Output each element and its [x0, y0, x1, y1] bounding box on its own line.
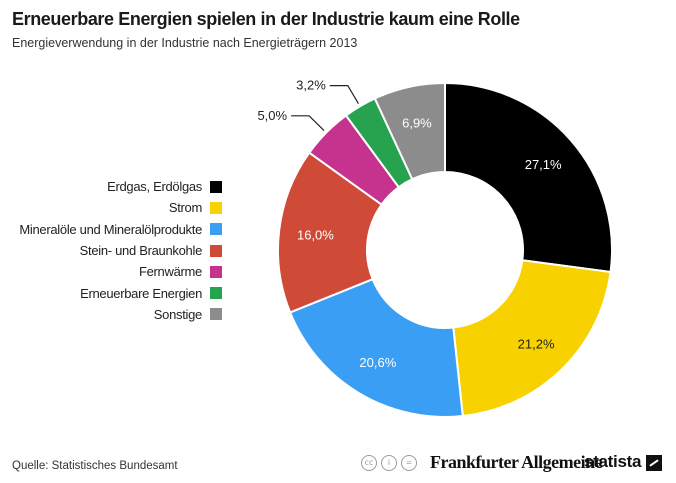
license-icons: cc i = — [361, 455, 417, 471]
statista-logo: statista — [584, 452, 642, 471]
leader-line — [291, 115, 325, 131]
legend-label: Strom — [168, 200, 202, 216]
chart-title: Erneuerbare Energien spielen in der Indu… — [12, 9, 520, 29]
no-derivatives-icon: = — [401, 455, 417, 471]
legend-swatch — [210, 265, 222, 278]
legend-label: Stein- und Braunkohle — [79, 243, 203, 259]
legend-label: Erneuerbare Energien — [80, 285, 202, 301]
legend-swatch — [210, 223, 222, 236]
attribution-icon: i — [381, 455, 397, 471]
legend-item: Sonstige — [0, 304, 222, 325]
legend-item: Strom — [0, 197, 222, 218]
legend-swatch — [210, 308, 222, 321]
donut-slice — [373, 81, 446, 181]
slice-value-label: 21,2% — [518, 336, 555, 351]
donut-slice — [277, 151, 384, 314]
legend-label: Erdgas, Erdölgas — [107, 179, 202, 195]
slice-value-label: 20,6% — [359, 355, 396, 370]
legend-item: Fernwärme — [0, 261, 222, 282]
source-note: Quelle: Statistisches Bundesamt — [12, 460, 178, 472]
statista-logo-icon — [646, 455, 662, 471]
slice-value-label: 5,0% — [257, 108, 287, 123]
donut-slice — [452, 259, 612, 418]
legend-label: Mineralöle und Mineralölprodukte — [19, 221, 202, 237]
slice-value-label: 27,1% — [525, 157, 562, 172]
leader-line — [329, 84, 359, 104]
slice-value-label: 16,0% — [297, 227, 334, 242]
donut-slice — [444, 81, 613, 274]
legend-swatch — [210, 244, 222, 257]
slice-value-label: 3,2% — [296, 78, 326, 93]
legend-swatch — [210, 180, 222, 193]
legend-label: Fernwärme — [138, 264, 202, 280]
legend-swatch — [210, 287, 222, 300]
legend-item: Erneuerbare Energien — [0, 282, 222, 303]
legend-swatch — [210, 201, 222, 214]
slice-value-label: 6,9% — [402, 116, 432, 131]
donut-slice — [288, 277, 464, 418]
legend-item: Erdgas, Erdölgas — [0, 176, 222, 197]
legend-item: Stein- und Braunkohle — [0, 240, 222, 261]
cc-license-icon: cc — [361, 455, 377, 471]
legend: Erdgas, Erdölgas Strom Mineralöle und Mine… — [0, 176, 222, 325]
legend-item: Mineralöle und Mineralölprodukte — [0, 219, 222, 240]
faz-logo: Frankfurter Allgemeine — [430, 452, 603, 472]
legend-label: Sonstige — [153, 306, 203, 322]
chart-subtitle: Energieverwendung in der Industrie nach … — [12, 36, 358, 50]
